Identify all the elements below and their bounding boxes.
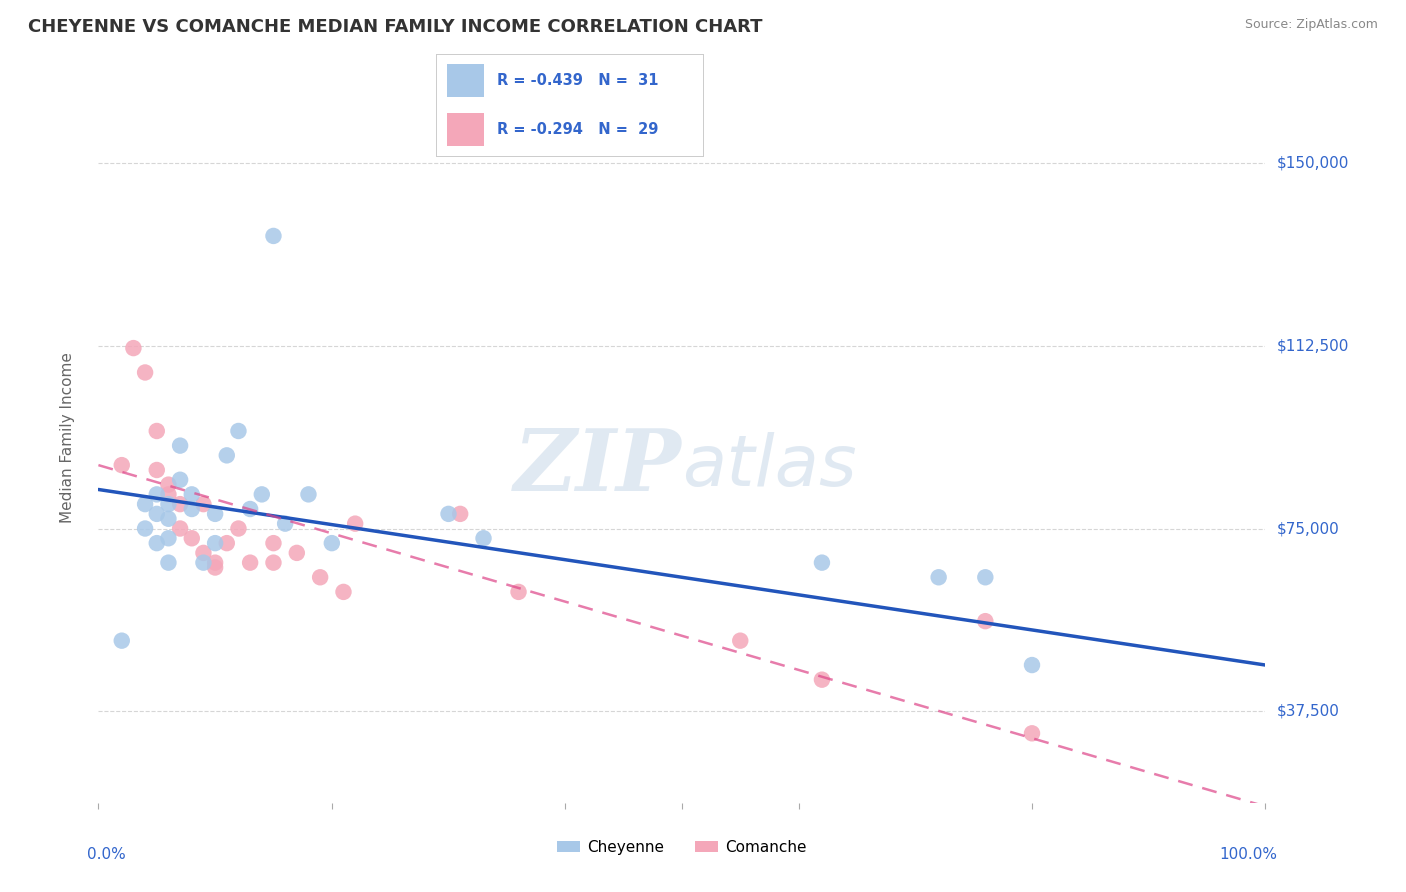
Point: [134, 497, 156, 511]
FancyBboxPatch shape: [447, 64, 484, 96]
Legend: Cheyenne, Comanche: Cheyenne, Comanche: [551, 834, 813, 861]
FancyBboxPatch shape: [447, 113, 484, 145]
Point: [285, 546, 308, 560]
Point: [204, 507, 226, 521]
Point: [157, 497, 180, 511]
Point: [146, 507, 169, 521]
Point: [204, 556, 226, 570]
Point: [134, 366, 156, 380]
Point: [215, 448, 238, 462]
Point: [332, 585, 354, 599]
Point: [262, 556, 284, 570]
Point: [157, 531, 180, 545]
Point: [180, 487, 202, 501]
Text: CHEYENNE VS COMANCHE MEDIAN FAMILY INCOME CORRELATION CHART: CHEYENNE VS COMANCHE MEDIAN FAMILY INCOM…: [28, 18, 762, 36]
Y-axis label: Median Family Income: Median Family Income: [60, 351, 75, 523]
Point: [811, 556, 834, 570]
Text: R = -0.439   N =  31: R = -0.439 N = 31: [498, 72, 659, 87]
Point: [239, 556, 262, 570]
Text: atlas: atlas: [682, 432, 856, 500]
Point: [215, 536, 238, 550]
Point: [193, 546, 215, 560]
Point: [321, 536, 343, 550]
Point: [111, 633, 134, 648]
Point: [122, 341, 145, 355]
Point: [169, 473, 191, 487]
Text: $75,000: $75,000: [1277, 521, 1340, 536]
Point: [297, 487, 319, 501]
Point: [180, 531, 202, 545]
Text: Source: ZipAtlas.com: Source: ZipAtlas.com: [1244, 18, 1378, 31]
Point: [309, 570, 332, 584]
Text: $150,000: $150,000: [1277, 155, 1348, 170]
Text: $112,500: $112,500: [1277, 338, 1348, 353]
Point: [146, 536, 169, 550]
Text: R = -0.294   N =  29: R = -0.294 N = 29: [498, 122, 658, 137]
Text: ZIP: ZIP: [515, 425, 682, 508]
Point: [204, 560, 226, 574]
Point: [169, 497, 191, 511]
Text: 0.0%: 0.0%: [87, 847, 125, 862]
Point: [262, 536, 284, 550]
Point: [262, 228, 284, 243]
Point: [134, 521, 156, 535]
Point: [146, 463, 169, 477]
Point: [730, 633, 752, 648]
Point: [508, 585, 530, 599]
Point: [193, 497, 215, 511]
Point: [157, 487, 180, 501]
Point: [146, 424, 169, 438]
Point: [157, 477, 180, 491]
Point: [180, 502, 202, 516]
Point: [157, 512, 180, 526]
Point: [1021, 726, 1043, 740]
Point: [250, 487, 273, 501]
Point: [274, 516, 297, 531]
Point: [928, 570, 950, 584]
Point: [974, 570, 997, 584]
Point: [157, 556, 180, 570]
Point: [169, 521, 191, 535]
Point: [974, 614, 997, 628]
Point: [204, 536, 226, 550]
Point: [111, 458, 134, 472]
Point: [449, 507, 471, 521]
Point: [228, 424, 250, 438]
Text: $37,500: $37,500: [1277, 704, 1340, 719]
Point: [344, 516, 367, 531]
Point: [228, 521, 250, 535]
Point: [472, 531, 495, 545]
Point: [1021, 658, 1043, 673]
Point: [437, 507, 460, 521]
Text: 100.0%: 100.0%: [1219, 847, 1277, 862]
Point: [811, 673, 834, 687]
Point: [146, 487, 169, 501]
Point: [193, 556, 215, 570]
Point: [169, 439, 191, 453]
Point: [239, 502, 262, 516]
